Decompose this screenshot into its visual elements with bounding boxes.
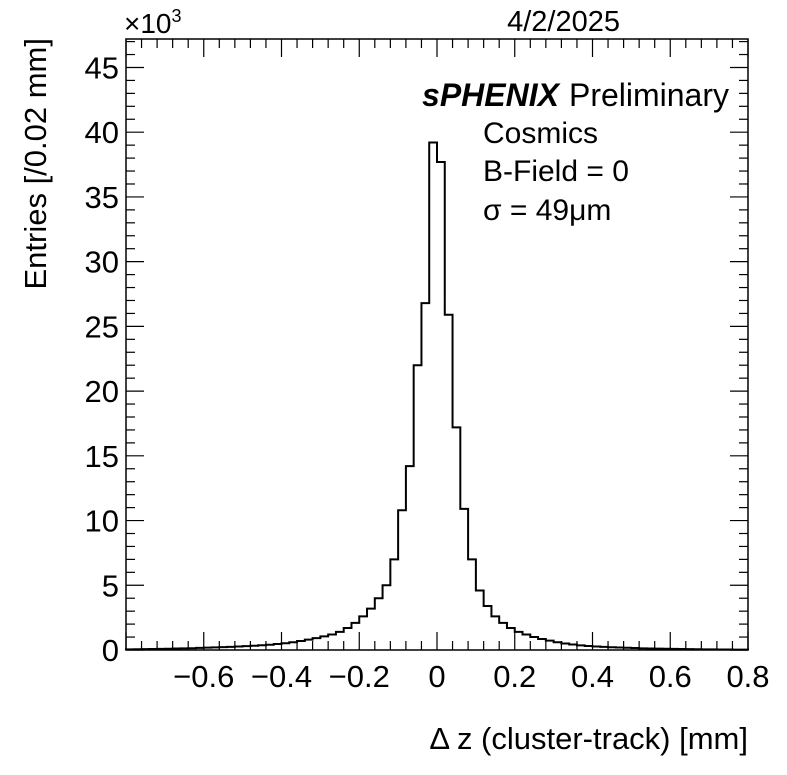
histogram-series-line xyxy=(125,141,749,651)
x-tick-label: −0.2 xyxy=(329,659,390,694)
axis-ticks xyxy=(125,39,749,651)
y-tick-label: 5 xyxy=(102,568,119,603)
y-tick-label: 25 xyxy=(85,309,119,344)
y-tick-label: 20 xyxy=(85,374,119,409)
x-tick-label: 0.6 xyxy=(649,659,692,694)
x-tick-label: 0.8 xyxy=(726,659,769,694)
y-tick-labels: 0 5 10 15 20 25 30 35 40 45 xyxy=(85,50,119,668)
status-label: Preliminary xyxy=(569,77,729,113)
x-tick-label: −0.6 xyxy=(173,659,234,694)
y-tick-label: 40 xyxy=(85,115,119,150)
x-tick-label: 0 xyxy=(428,659,445,694)
x-tick-label: 0.4 xyxy=(571,659,614,694)
annotation-header: sPHENIX Preliminary xyxy=(422,77,729,113)
y-tick-label: 10 xyxy=(85,504,119,539)
x-axis-label: Δ z (cluster-track) [mm] xyxy=(429,721,748,756)
x-tick-label: −0.4 xyxy=(251,659,312,694)
annotation-line-cosmics: Cosmics xyxy=(483,117,598,150)
y-tick-label: 30 xyxy=(85,245,119,280)
y-multiplier-base: ×10 xyxy=(124,8,172,39)
y-multiplier: ×103 xyxy=(124,6,182,39)
plot-frame xyxy=(125,38,749,651)
annotation-line-bfield: B-Field = 0 xyxy=(483,155,629,188)
y-multiplier-exponent: 3 xyxy=(172,6,182,26)
experiment-name: sPHENIX xyxy=(422,77,561,113)
y-axis-label: Entries [/0.02 mm] xyxy=(18,38,53,290)
y-tick-label: 15 xyxy=(85,439,119,474)
date-label: 4/2/2025 xyxy=(507,6,620,38)
y-tick-label: 45 xyxy=(85,50,119,85)
y-tick-label: 0 xyxy=(102,633,119,668)
x-tick-labels: −0.6 −0.4 −0.2 0 0.2 0.4 0.6 0.8 xyxy=(173,659,769,694)
y-tick-label: 35 xyxy=(85,180,119,215)
annotation-line-sigma: σ = 49μm xyxy=(483,194,611,227)
x-tick-label: 0.2 xyxy=(493,659,536,694)
